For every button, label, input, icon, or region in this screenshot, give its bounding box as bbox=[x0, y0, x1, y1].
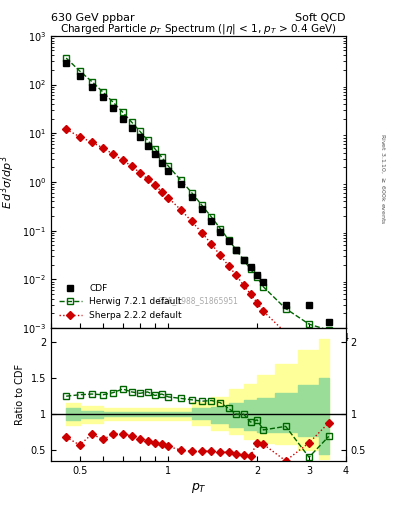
Y-axis label: Ratio to CDF: Ratio to CDF bbox=[15, 364, 25, 425]
Text: CDF_1988_S1865951: CDF_1988_S1865951 bbox=[158, 295, 239, 305]
X-axis label: $p_T$: $p_T$ bbox=[191, 481, 206, 495]
Text: Rivet 3.1.10, $\geq$ 600k events: Rivet 3.1.10, $\geq$ 600k events bbox=[379, 133, 387, 225]
Title: Charged Particle $p_T$ Spectrum ($|\eta|$ < 1, $p_T$ > 0.4 GeV): Charged Particle $p_T$ Spectrum ($|\eta|… bbox=[60, 22, 337, 36]
Text: Soft QCD: Soft QCD bbox=[296, 13, 346, 23]
Text: 630 GeV ppbar: 630 GeV ppbar bbox=[51, 13, 135, 23]
Y-axis label: $E\,d^3\sigma/dp^3$: $E\,d^3\sigma/dp^3$ bbox=[0, 155, 17, 209]
Legend: CDF, Herwig 7.2.1 default, Sherpa 2.2.2 default: CDF, Herwig 7.2.1 default, Sherpa 2.2.2 … bbox=[55, 280, 185, 324]
